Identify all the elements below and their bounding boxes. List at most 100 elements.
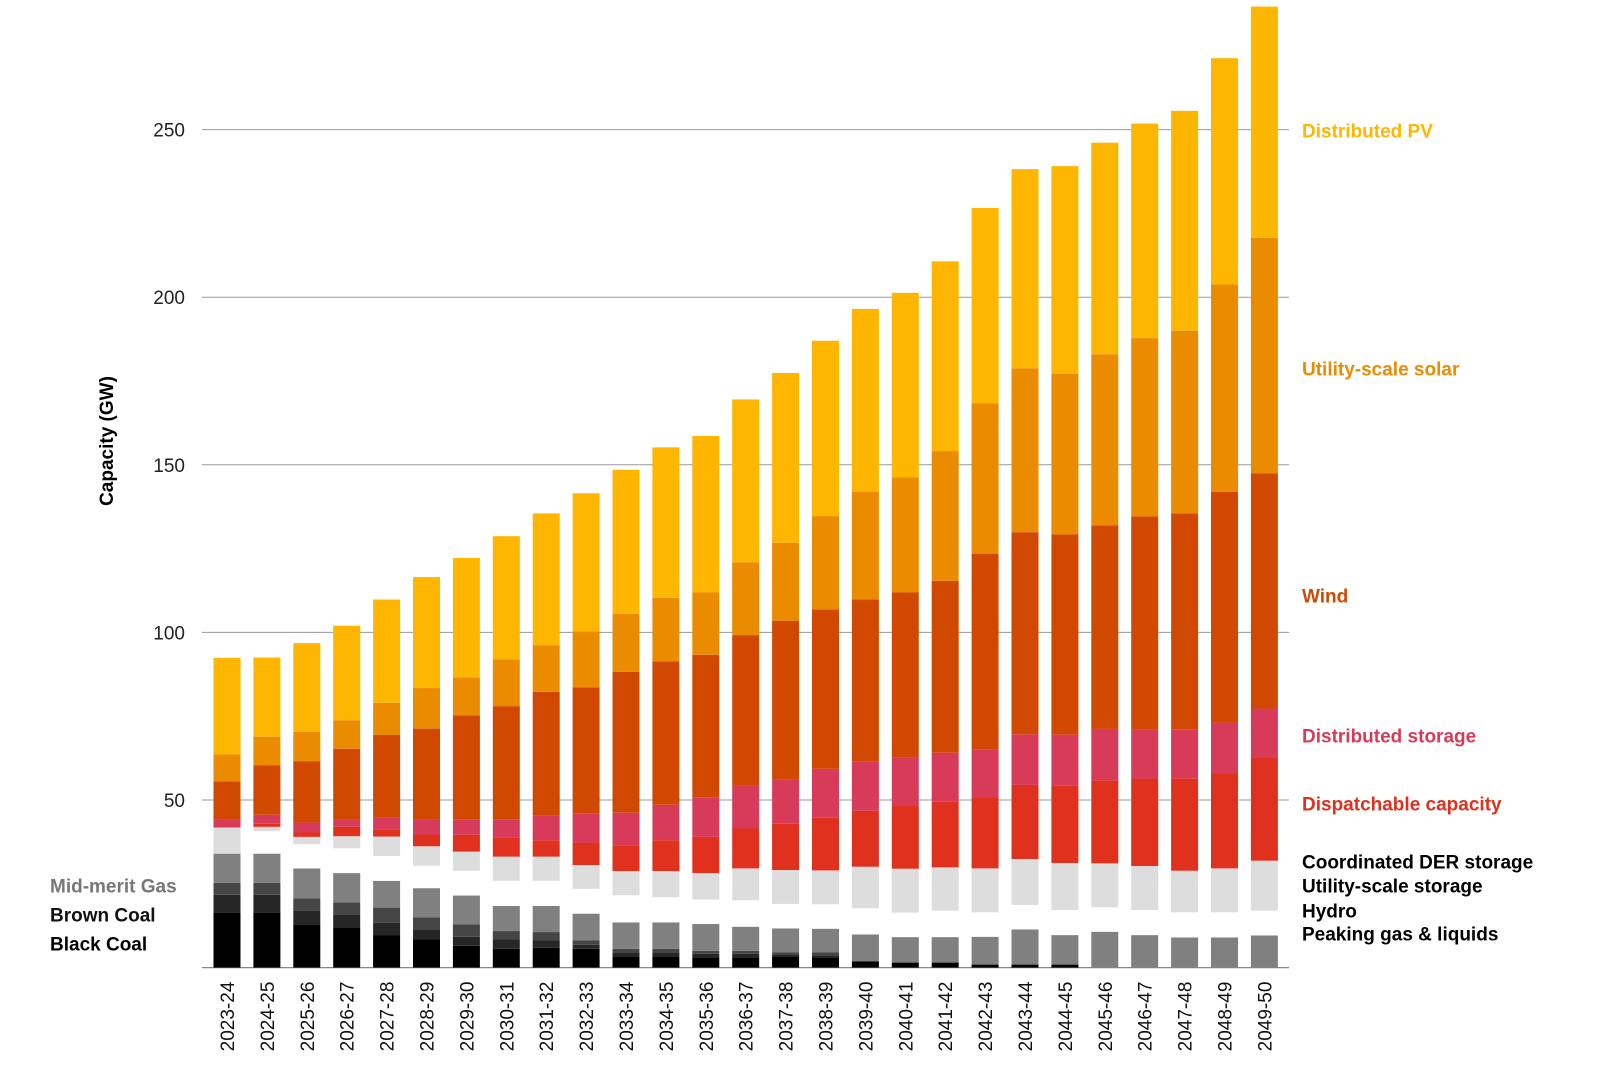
bar-segment-utility-scale-storage (452, 851, 480, 871)
bar-segment-distributed-pv (931, 261, 959, 452)
bar-segment-wind (612, 671, 640, 813)
bar-stack (891, 292, 919, 968)
bar-segment-brown-coal (732, 953, 760, 958)
bar-segment-utility-scale-solar (293, 731, 321, 762)
bar-segment-mid-merit-gas (492, 931, 520, 940)
bar-segment-wind (812, 609, 839, 769)
bar-segment-mid-merit-gas (652, 948, 680, 953)
bar-segment-wind (1091, 525, 1119, 729)
bar-segment-distributed-pv (1211, 58, 1238, 285)
bar-segment-utility-scale-solar (1091, 354, 1119, 526)
x-tick-label: 2030-31 (497, 982, 518, 1052)
bar-segment-utility-scale-solar (373, 702, 401, 735)
bar-stack (652, 447, 680, 968)
bar-segment-black-coal (812, 957, 839, 968)
bar-segment-hydro (812, 904, 839, 929)
x-tick-label: 2042-43 (976, 982, 997, 1052)
bar-segment-peaking-gas-liquids (1051, 935, 1079, 965)
x-tick-label: 2041-42 (936, 982, 957, 1052)
bar-segment-distributed-storage (891, 757, 919, 807)
bar-segment-peaking-gas-liquids (772, 928, 800, 953)
x-tick-label: 2039-40 (856, 982, 877, 1052)
bar-segment-wind (213, 781, 241, 820)
bar-segment-distributed-pv (532, 513, 560, 646)
bar-stack (1091, 142, 1119, 968)
bar-segment-mid-merit-gas (692, 950, 720, 954)
bar-stack (612, 469, 640, 968)
bar-segment-distributed-pv (373, 599, 401, 703)
bar-segment-utility-scale-solar (1131, 338, 1159, 517)
bar-stack (253, 657, 281, 968)
bar-segment-hydro (1131, 909, 1159, 936)
bar-stack (971, 208, 999, 968)
bar-segment-peaking-gas-liquids (652, 922, 680, 949)
bar-segment-black-coal (851, 961, 879, 968)
bar-segment-distributed-storage (532, 815, 560, 841)
bar-segment-wind (253, 765, 281, 815)
bar-segment-utility-scale-storage (851, 866, 879, 909)
bar-segment-wind (373, 734, 401, 818)
bar-segment-utility-scale-storage (971, 868, 999, 913)
bar-segment-distributed-pv (812, 340, 839, 517)
bar-segment-utility-scale-solar (1250, 237, 1278, 474)
x-tick-label: 2031-32 (537, 982, 558, 1052)
bar-stack (1250, 6, 1278, 968)
bar-segment-dispatchable-capacity (732, 828, 760, 869)
bar-segment-utility-scale-storage (692, 873, 720, 900)
bar-segment-dispatchable-capacity (253, 823, 281, 827)
bar-segment-dispatchable-capacity (971, 797, 999, 869)
bar-stack (692, 435, 720, 968)
bar-segment-utility-scale-solar (1211, 284, 1238, 492)
bar-segment-wind (532, 691, 560, 816)
bar-segment-dispatchable-capacity (532, 840, 560, 857)
bar-segment-black-coal (612, 956, 640, 968)
bar-segment-distributed-storage (1131, 729, 1159, 779)
bar-segment-distributed-pv (253, 657, 281, 737)
x-tick-label: 2024-25 (258, 982, 279, 1052)
bar-segment-utility-scale-solar (333, 720, 361, 749)
legend-label: Peaking gas & liquids (1302, 924, 1499, 946)
bar-stack (293, 643, 321, 968)
bar-segment-hydro (652, 897, 680, 923)
bar-segment-dispatchable-capacity (772, 823, 800, 871)
bar-segment-black-coal (772, 956, 800, 968)
bar-stack (1171, 110, 1199, 968)
bar-segment-peaking-gas-liquids (612, 922, 640, 949)
bar-segment-wind (492, 706, 520, 820)
bar-segment-black-coal (1011, 964, 1039, 968)
bar-segment-black-coal (413, 939, 440, 968)
bar-segment-wind (732, 635, 760, 786)
bar-segment-wind (333, 748, 361, 820)
bar-segment-distributed-storage (572, 813, 600, 843)
bar-segment-utility-scale-solar (812, 516, 839, 610)
bar-segment-peaking-gas-liquids (293, 868, 321, 899)
bar-segment-dispatchable-capacity (891, 806, 919, 869)
bar-segment-dispatchable-capacity (851, 810, 879, 867)
bar-segment-dispatchable-capacity (572, 842, 600, 866)
legend-label: Mid-merit Gas (50, 876, 177, 898)
bar-segment-black-coal (213, 912, 241, 968)
bar-segment-distributed-storage (1171, 729, 1199, 779)
bar-segment-utility-scale-solar (413, 688, 440, 729)
bar-segment-distributed-pv (1011, 169, 1039, 369)
bar-segment-wind (1131, 516, 1159, 730)
bar-segment-hydro (1211, 912, 1238, 938)
bar-segment-utility-scale-solar (1171, 330, 1199, 514)
bar-segment-wind (652, 661, 680, 805)
bar-segment-brown-coal (812, 955, 839, 958)
bar-stack (452, 557, 480, 968)
bar-segment-peaking-gas-liquids (851, 934, 879, 962)
legend-label: Hydro (1302, 901, 1357, 923)
bar-segment-dispatchable-capacity (612, 845, 640, 872)
bar-segment-utility-scale-solar (213, 754, 241, 782)
x-tick-label: 2036-37 (737, 982, 758, 1052)
x-tick-label: 2026-27 (338, 982, 359, 1052)
bar-stack (851, 308, 879, 968)
bar-segment-dispatchable-capacity (1250, 757, 1278, 861)
bar-segment-peaking-gas-liquids (971, 936, 999, 965)
bar-stack (532, 513, 560, 968)
bar-stack (772, 372, 800, 968)
bar-segment-distributed-pv (452, 557, 480, 678)
y-tick-label: 150 (153, 456, 185, 477)
bar-segment-mid-merit-gas (452, 924, 480, 937)
